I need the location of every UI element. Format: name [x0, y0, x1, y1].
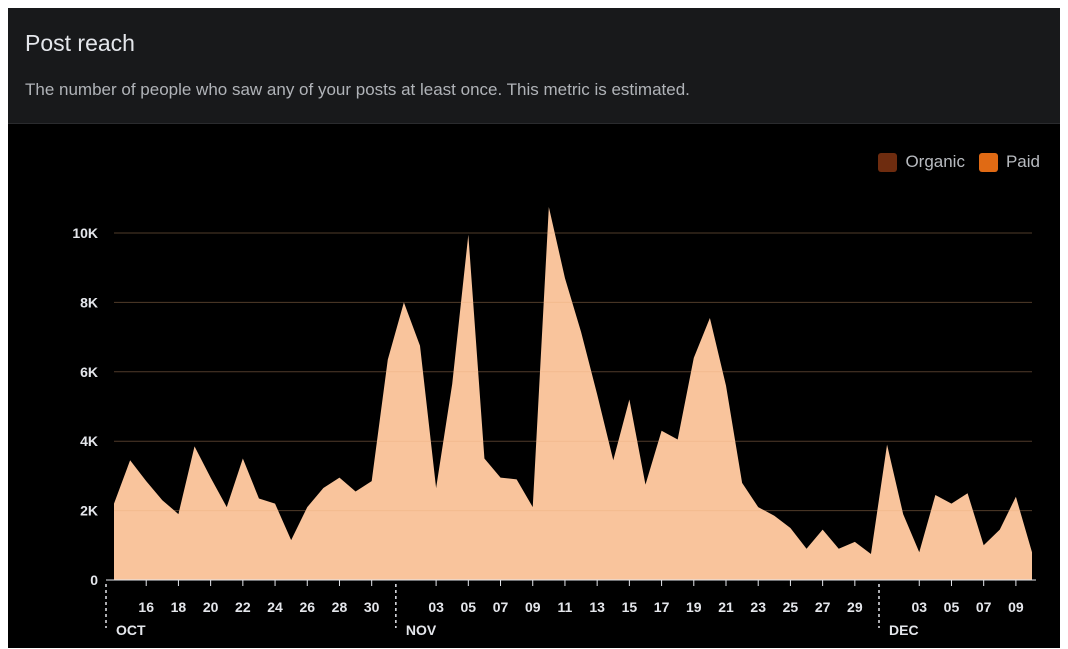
x-tick-label: 29: [847, 599, 863, 615]
month-label-oct: OCT: [116, 622, 146, 638]
x-tick-label: 23: [750, 599, 766, 615]
x-tick-label: 05: [944, 599, 960, 615]
area-series: [114, 206, 1032, 580]
post-reach-chart: 0 2K 4K 6K 8K 10K 16 18 20 22 24 26 28 30 03 05 07 09 11 13…: [72, 206, 1036, 638]
y-tick-label: 6K: [80, 364, 98, 380]
x-tick-label: 13: [589, 599, 605, 615]
x-tick-label: 07: [976, 599, 992, 615]
x-tick-label: 21: [718, 599, 734, 615]
x-tick-label: 24: [267, 599, 283, 615]
x-tick-label: 25: [783, 599, 799, 615]
legend-swatch-organic: [878, 152, 898, 172]
x-tick-label: 19: [686, 599, 702, 615]
x-tick-label: 03: [911, 599, 927, 615]
legend-label-organic: Organic: [905, 152, 965, 171]
x-tick-label: 09: [1008, 599, 1024, 615]
x-tick-label: 22: [235, 599, 251, 615]
x-tick-label: 09: [525, 599, 541, 615]
post-reach-card: Post reach The number of people who saw …: [8, 8, 1060, 648]
card-title: Post reach: [25, 30, 135, 56]
card-subtitle: The number of people who saw any of your…: [25, 80, 690, 99]
month-label-dec: DEC: [889, 622, 919, 638]
y-tick-label: 8K: [80, 294, 98, 310]
y-tick-label: 0: [90, 572, 98, 588]
x-tick-label: 28: [332, 599, 348, 615]
x-tick-label: 27: [815, 599, 831, 615]
y-tick-label: 2K: [80, 503, 98, 519]
legend-item-paid[interactable]: Paid: [978, 152, 1040, 172]
x-tick-label: 18: [171, 599, 187, 615]
legend-swatch-paid: [978, 152, 998, 172]
x-tick-label: 07: [493, 599, 509, 615]
x-tick-label: 05: [461, 599, 477, 615]
x-tick-label: 30: [364, 599, 380, 615]
y-tick-label: 4K: [80, 433, 98, 449]
x-tick-label: 03: [428, 599, 444, 615]
x-tick-label: 26: [299, 599, 315, 615]
x-tick-label: 11: [558, 599, 573, 615]
x-tick-label: 17: [654, 599, 670, 615]
legend-item-organic[interactable]: Organic: [878, 152, 965, 172]
y-tick-label: 10K: [72, 225, 98, 241]
card-header: Post reach The number of people who saw …: [8, 8, 1060, 124]
chart-legend: Organic Paid: [864, 152, 1040, 172]
month-label-nov: NOV: [406, 622, 437, 638]
legend-label-paid: Paid: [1005, 152, 1040, 171]
x-tick-label: 16: [138, 599, 154, 615]
x-tick-label: 20: [203, 599, 219, 615]
x-tick-label: 15: [622, 599, 638, 615]
